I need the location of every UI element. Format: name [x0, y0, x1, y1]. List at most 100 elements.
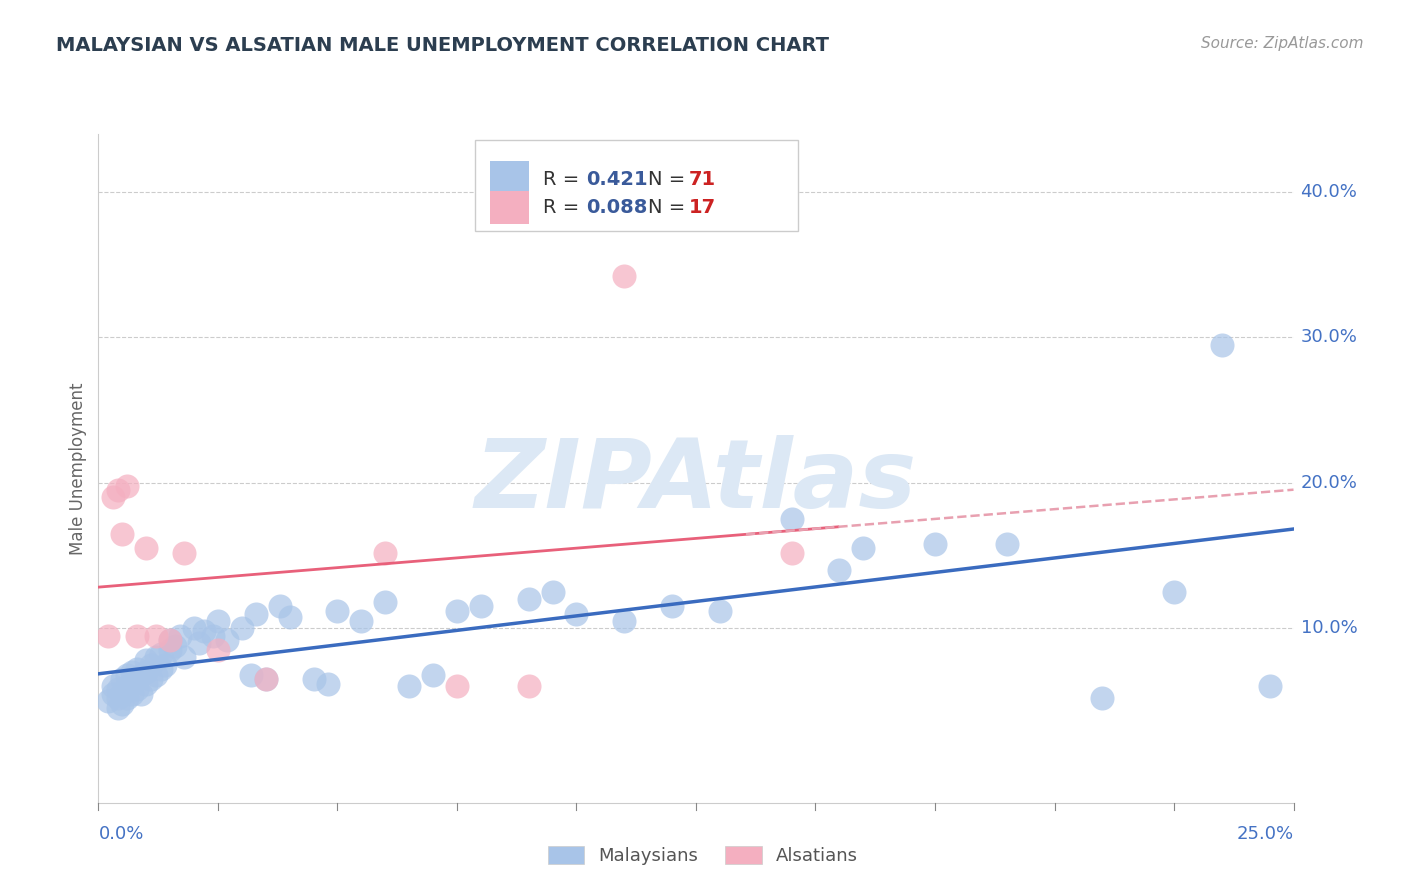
Text: 17: 17: [689, 198, 716, 217]
Point: [159, 632, 181, 647]
Point: [115, 479, 138, 493]
Text: 0.421: 0.421: [586, 169, 648, 189]
Text: 0.0%: 0.0%: [98, 825, 143, 843]
Text: 0.088: 0.088: [586, 198, 647, 217]
Point: [1258, 680, 1281, 694]
FancyBboxPatch shape: [491, 191, 529, 224]
Point: [828, 563, 851, 577]
Point: [131, 668, 153, 682]
Text: 71: 71: [689, 169, 716, 189]
Y-axis label: Male Unemployment: Male Unemployment: [69, 382, 87, 555]
Point: [316, 676, 339, 690]
Point: [111, 697, 134, 711]
Point: [125, 628, 148, 642]
Point: [111, 526, 134, 541]
Point: [107, 701, 129, 715]
Point: [422, 668, 444, 682]
Point: [709, 604, 731, 618]
Point: [97, 628, 120, 642]
Text: 25.0%: 25.0%: [1236, 825, 1294, 843]
Point: [115, 668, 138, 682]
Point: [207, 614, 229, 628]
Point: [135, 541, 157, 556]
FancyBboxPatch shape: [475, 141, 797, 231]
Point: [374, 546, 396, 560]
Point: [107, 483, 129, 497]
Text: N =: N =: [648, 198, 692, 217]
Point: [565, 607, 588, 621]
Point: [101, 680, 124, 694]
Point: [173, 546, 195, 560]
Text: R =: R =: [543, 169, 585, 189]
Point: [163, 639, 186, 653]
Point: [613, 614, 636, 628]
Point: [278, 609, 301, 624]
Text: Source: ZipAtlas.com: Source: ZipAtlas.com: [1201, 36, 1364, 51]
Text: ZIPAtlas: ZIPAtlas: [475, 435, 917, 528]
Point: [183, 621, 205, 635]
Point: [135, 676, 157, 690]
Point: [173, 650, 195, 665]
Point: [107, 691, 129, 706]
Point: [155, 657, 177, 672]
Text: 30.0%: 30.0%: [1301, 328, 1357, 346]
Text: N =: N =: [648, 169, 692, 189]
Point: [780, 512, 803, 526]
Point: [924, 537, 946, 551]
Point: [101, 687, 124, 701]
Text: R =: R =: [543, 198, 585, 217]
Point: [350, 614, 373, 628]
Text: 20.0%: 20.0%: [1301, 474, 1357, 491]
Point: [145, 628, 167, 642]
Point: [269, 599, 291, 614]
Point: [111, 672, 134, 686]
Point: [111, 687, 134, 701]
Text: MALAYSIAN VS ALSATIAN MALE UNEMPLOYMENT CORRELATION CHART: MALAYSIAN VS ALSATIAN MALE UNEMPLOYMENT …: [56, 36, 830, 54]
Point: [446, 680, 468, 694]
Point: [187, 636, 209, 650]
Point: [139, 657, 162, 672]
Point: [1091, 691, 1114, 706]
Point: [135, 665, 157, 679]
Point: [541, 585, 564, 599]
Point: [254, 672, 277, 686]
Point: [1163, 585, 1185, 599]
FancyBboxPatch shape: [491, 161, 529, 197]
Point: [139, 672, 162, 686]
Text: 40.0%: 40.0%: [1301, 183, 1357, 201]
Point: [115, 691, 138, 706]
Point: [240, 668, 263, 682]
Point: [121, 687, 143, 701]
Point: [193, 624, 215, 639]
Point: [149, 662, 172, 676]
Point: [121, 676, 143, 690]
Point: [470, 599, 492, 614]
Point: [245, 607, 267, 621]
Point: [107, 682, 129, 697]
Point: [97, 694, 120, 708]
Point: [121, 665, 143, 679]
Point: [217, 632, 239, 647]
Point: [115, 680, 138, 694]
Point: [145, 650, 167, 665]
Point: [1211, 337, 1233, 351]
Point: [398, 680, 420, 694]
Point: [780, 546, 803, 560]
Point: [135, 653, 157, 667]
Point: [131, 687, 153, 701]
Point: [159, 632, 181, 647]
Point: [613, 269, 636, 284]
Point: [169, 628, 191, 642]
Point: [125, 682, 148, 697]
Point: [231, 621, 253, 635]
Point: [852, 541, 875, 556]
Point: [145, 668, 167, 682]
Point: [517, 680, 540, 694]
Point: [661, 599, 683, 614]
Point: [326, 604, 349, 618]
Point: [517, 592, 540, 607]
Point: [125, 662, 148, 676]
Point: [101, 491, 124, 505]
Point: [254, 672, 277, 686]
Point: [159, 643, 181, 657]
